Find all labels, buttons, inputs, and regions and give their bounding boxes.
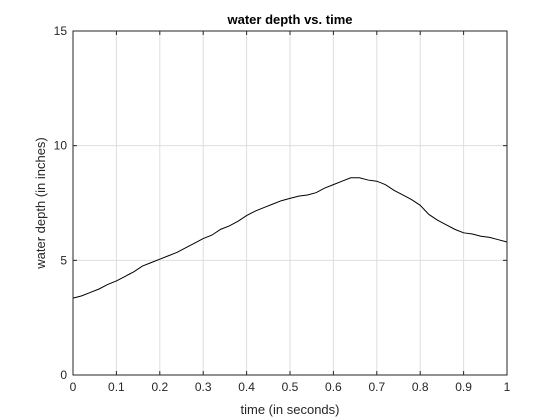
x-axis-ticks: 0 0.1 0.2 0.3 0.4 0.5 0.6 0.7 0.8 0.9 1: [70, 31, 511, 394]
y-tick-label: 15: [54, 24, 68, 38]
x-tick-label: 0: [70, 380, 77, 394]
y-tick-label: 10: [54, 139, 68, 153]
y-axis-ticks: 0 5 10 15: [54, 24, 507, 382]
x-tick-label: 0.4: [238, 380, 255, 394]
x-tick-label: 0.7: [368, 380, 385, 394]
x-tick-label: 0.9: [455, 380, 472, 394]
x-tick-label: 0.2: [151, 380, 168, 394]
x-tick-label: 0.6: [325, 380, 342, 394]
y-tick-label: 0: [60, 368, 67, 382]
x-tick-label: 0.8: [412, 380, 429, 394]
x-tick-label: 1: [504, 380, 511, 394]
x-tick-label: 0.1: [108, 380, 125, 394]
x-axis-label: time (in seconds): [241, 402, 340, 417]
chart-title: water depth vs. time: [227, 12, 353, 27]
x-tick-label: 0.3: [195, 380, 212, 394]
x-tick-label: 0.5: [282, 380, 299, 394]
y-tick-label: 5: [60, 253, 67, 267]
series-line-water-depth: [72, 177, 508, 299]
y-axis-label: water depth (in inches): [33, 137, 48, 270]
